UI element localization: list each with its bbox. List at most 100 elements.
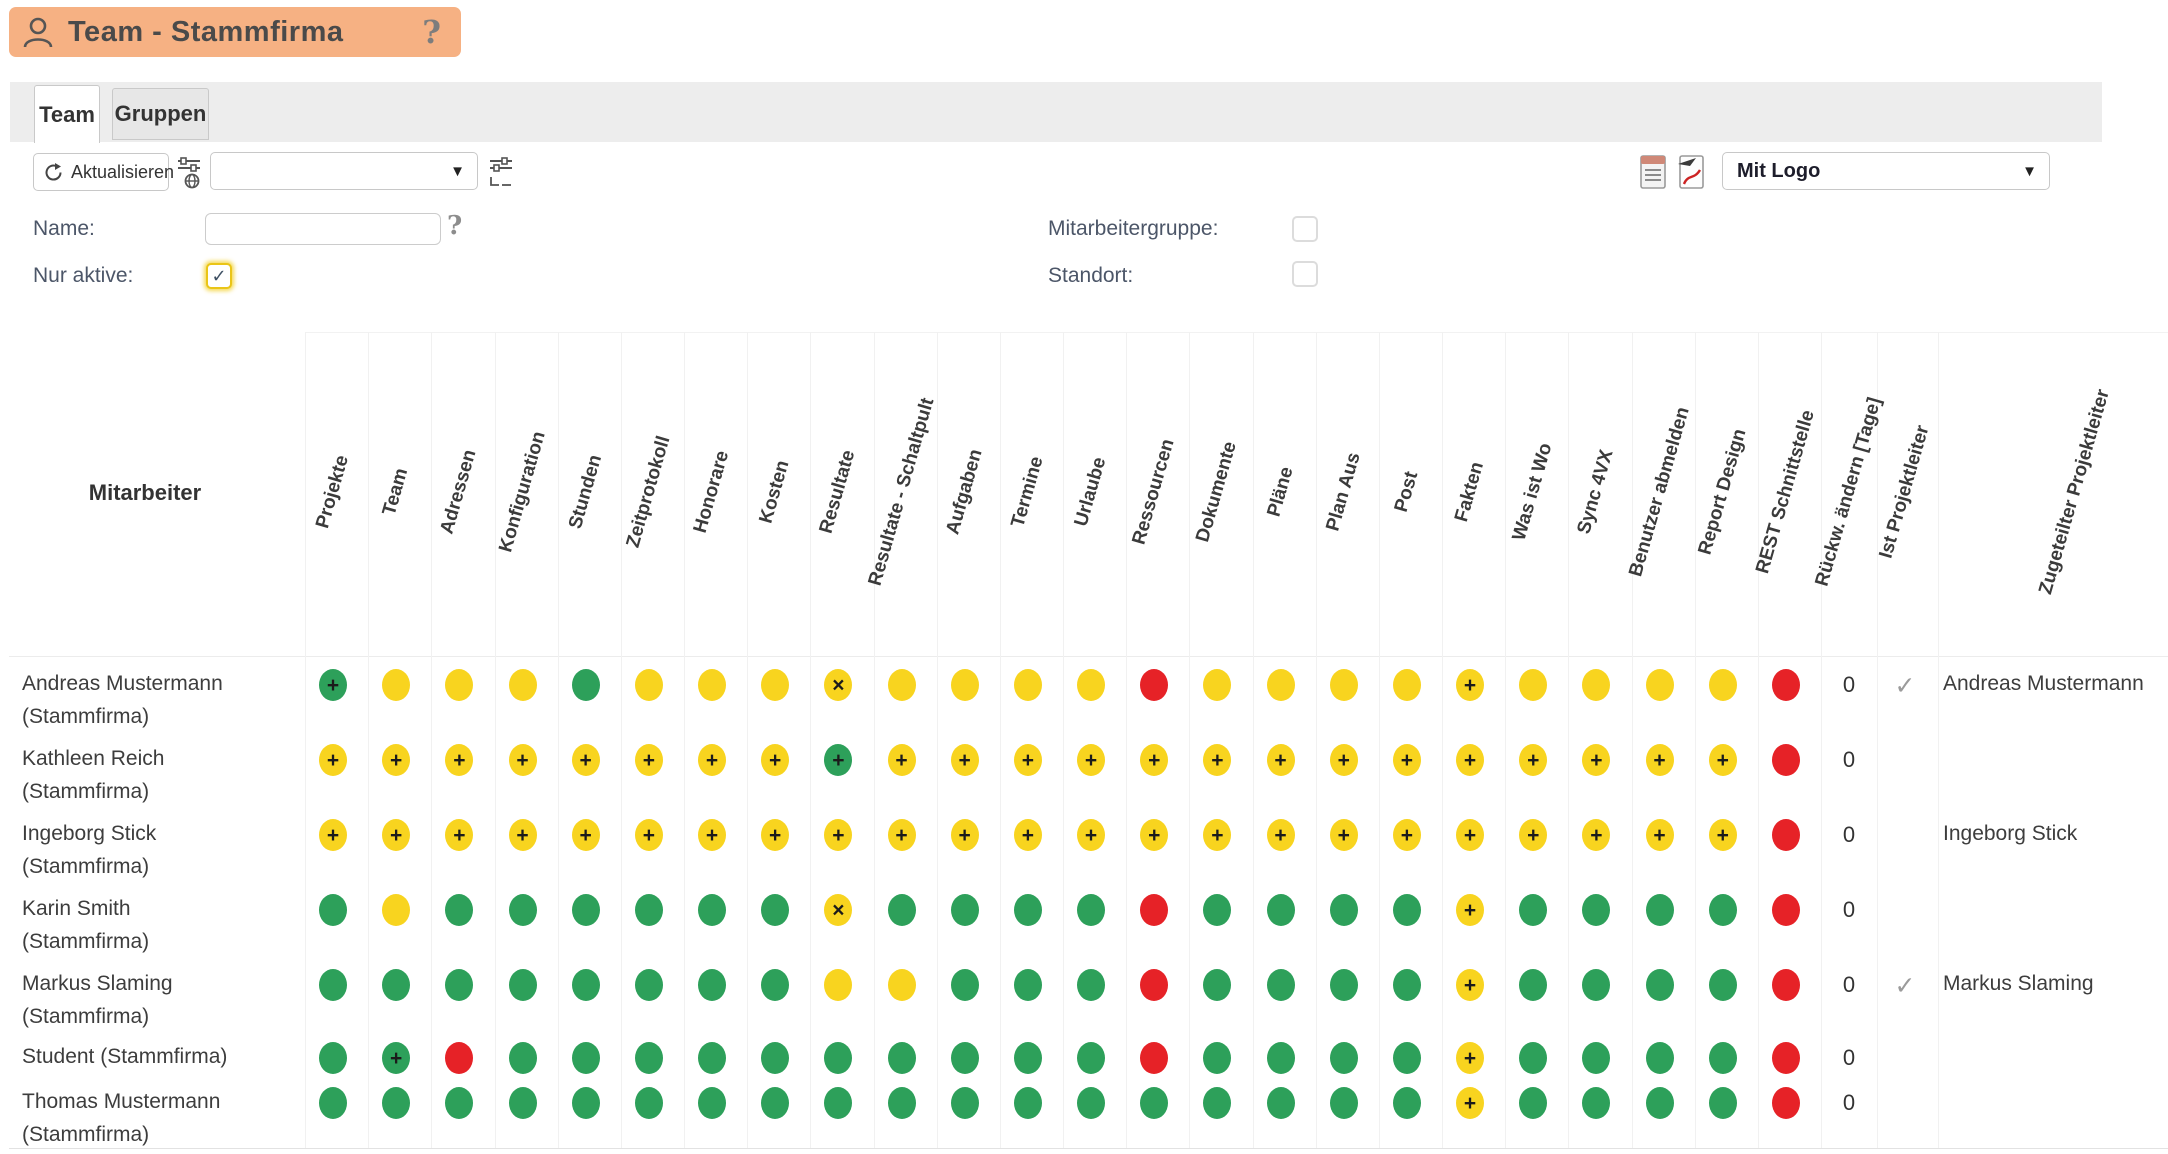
permission-dot[interactable] xyxy=(1013,669,1042,701)
permission-dot[interactable] xyxy=(1708,669,1737,701)
permission-dot[interactable]: + xyxy=(1708,744,1737,776)
permission-dot[interactable]: + xyxy=(1519,819,1548,851)
permission-dot[interactable] xyxy=(698,969,727,1001)
permission-dot[interactable] xyxy=(824,1087,853,1119)
permission-dot[interactable] xyxy=(1392,669,1421,701)
permission-dot[interactable] xyxy=(319,1087,347,1119)
permission-dot[interactable] xyxy=(1266,894,1295,926)
permission-dot[interactable] xyxy=(761,1042,790,1074)
permission-dot[interactable]: + xyxy=(1582,819,1611,851)
permission-dot[interactable]: + xyxy=(382,744,411,776)
permission-dot[interactable] xyxy=(571,894,600,926)
permission-dot[interactable] xyxy=(1519,1087,1548,1119)
name-input[interactable] xyxy=(205,213,441,245)
permission-dot[interactable]: + xyxy=(382,819,411,851)
permission-dot[interactable]: + xyxy=(950,744,979,776)
permission-dot[interactable] xyxy=(634,894,663,926)
permission-dot[interactable] xyxy=(1140,969,1169,1001)
permission-dot[interactable] xyxy=(1582,669,1611,701)
permission-dot[interactable] xyxy=(382,669,411,701)
permission-dot[interactable] xyxy=(1077,894,1106,926)
permission-dot[interactable]: + xyxy=(445,819,474,851)
permission-dot[interactable] xyxy=(824,969,853,1001)
permission-dot[interactable] xyxy=(445,1087,474,1119)
permission-dot[interactable] xyxy=(1582,894,1611,926)
permission-dot[interactable] xyxy=(887,1087,916,1119)
permission-dot[interactable]: + xyxy=(319,819,347,851)
permission-dot[interactable] xyxy=(1645,1087,1674,1119)
permission-dot[interactable] xyxy=(445,894,474,926)
permission-dot[interactable] xyxy=(698,894,727,926)
permission-dot[interactable] xyxy=(950,969,979,1001)
name-help-icon[interactable]: ? xyxy=(447,211,463,241)
permission-dot[interactable] xyxy=(1266,1042,1295,1074)
permission-dot[interactable] xyxy=(824,1042,853,1074)
permission-dot[interactable] xyxy=(508,894,537,926)
permission-dot[interactable] xyxy=(761,669,790,701)
permission-dot[interactable]: + xyxy=(824,819,853,851)
permission-dot[interactable]: + xyxy=(1456,669,1485,701)
permission-dot[interactable]: + xyxy=(319,669,347,701)
permission-dot[interactable] xyxy=(1077,1042,1106,1074)
permission-dot[interactable]: + xyxy=(1077,744,1106,776)
permission-dot[interactable]: + xyxy=(1140,819,1169,851)
permission-dot[interactable] xyxy=(1645,1042,1674,1074)
refresh-button[interactable]: Aktualisieren xyxy=(33,153,174,191)
permission-dot[interactable]: + xyxy=(1456,1087,1485,1119)
permission-dot[interactable]: + xyxy=(1013,819,1042,851)
permission-dot[interactable]: + xyxy=(382,1042,411,1074)
permission-dot[interactable] xyxy=(1392,1087,1421,1119)
permission-dot[interactable] xyxy=(508,969,537,1001)
tab-gruppen[interactable]: Gruppen xyxy=(112,88,209,140)
permission-dot[interactable] xyxy=(1392,894,1421,926)
permission-dot[interactable]: + xyxy=(1203,744,1232,776)
permission-dot[interactable] xyxy=(1329,969,1358,1001)
permission-dot[interactable] xyxy=(1771,969,1800,1001)
permission-dot[interactable] xyxy=(571,1087,600,1119)
permission-dot[interactable] xyxy=(761,1087,790,1119)
permission-dot[interactable] xyxy=(698,669,727,701)
permission-dot[interactable]: + xyxy=(1013,744,1042,776)
permission-dot[interactable] xyxy=(508,1087,537,1119)
permission-dot[interactable]: + xyxy=(1456,744,1485,776)
permission-dot[interactable] xyxy=(508,1042,537,1074)
view-select[interactable]: ▼ xyxy=(210,152,478,190)
csv-export-icon[interactable] xyxy=(1638,154,1668,195)
permission-dot[interactable] xyxy=(698,1087,727,1119)
standort-checkbox[interactable] xyxy=(1292,261,1318,287)
permission-dot[interactable]: + xyxy=(1582,744,1611,776)
permission-dot[interactable]: + xyxy=(1329,744,1358,776)
permission-dot[interactable]: + xyxy=(1645,819,1674,851)
permission-dot[interactable]: + xyxy=(1708,819,1737,851)
filter-globe-icon[interactable] xyxy=(176,156,202,195)
permission-dot[interactable] xyxy=(382,1087,411,1119)
permission-dot[interactable] xyxy=(1203,969,1232,1001)
permission-dot[interactable]: + xyxy=(1266,819,1295,851)
permission-dot[interactable] xyxy=(1771,894,1800,926)
permission-dot[interactable] xyxy=(887,669,916,701)
permission-dot[interactable] xyxy=(761,894,790,926)
permission-dot[interactable]: + xyxy=(950,819,979,851)
permission-dot[interactable] xyxy=(319,1042,347,1074)
permission-dot[interactable] xyxy=(1203,1087,1232,1119)
permission-dot[interactable]: + xyxy=(634,819,663,851)
permission-dot[interactable] xyxy=(508,669,537,701)
permission-dot[interactable]: + xyxy=(634,744,663,776)
permission-dot[interactable] xyxy=(950,1042,979,1074)
permission-dot[interactable] xyxy=(1582,969,1611,1001)
help-icon[interactable]: ? xyxy=(422,13,441,51)
permission-dot[interactable] xyxy=(634,669,663,701)
permission-dot[interactable] xyxy=(1329,894,1358,926)
permission-dot[interactable] xyxy=(1140,1087,1169,1119)
pdf-export-icon[interactable] xyxy=(1676,154,1706,195)
permission-dot[interactable] xyxy=(1708,969,1737,1001)
permission-dot[interactable]: + xyxy=(1392,819,1421,851)
permission-dot[interactable]: + xyxy=(1645,744,1674,776)
permission-dot[interactable] xyxy=(319,969,347,1001)
permission-dot[interactable] xyxy=(1013,1042,1042,1074)
permission-dot[interactable]: + xyxy=(824,744,853,776)
permission-dot[interactable] xyxy=(1329,669,1358,701)
permission-dot[interactable]: + xyxy=(1519,744,1548,776)
permission-dot[interactable] xyxy=(1708,894,1737,926)
permission-dot[interactable] xyxy=(634,1042,663,1074)
